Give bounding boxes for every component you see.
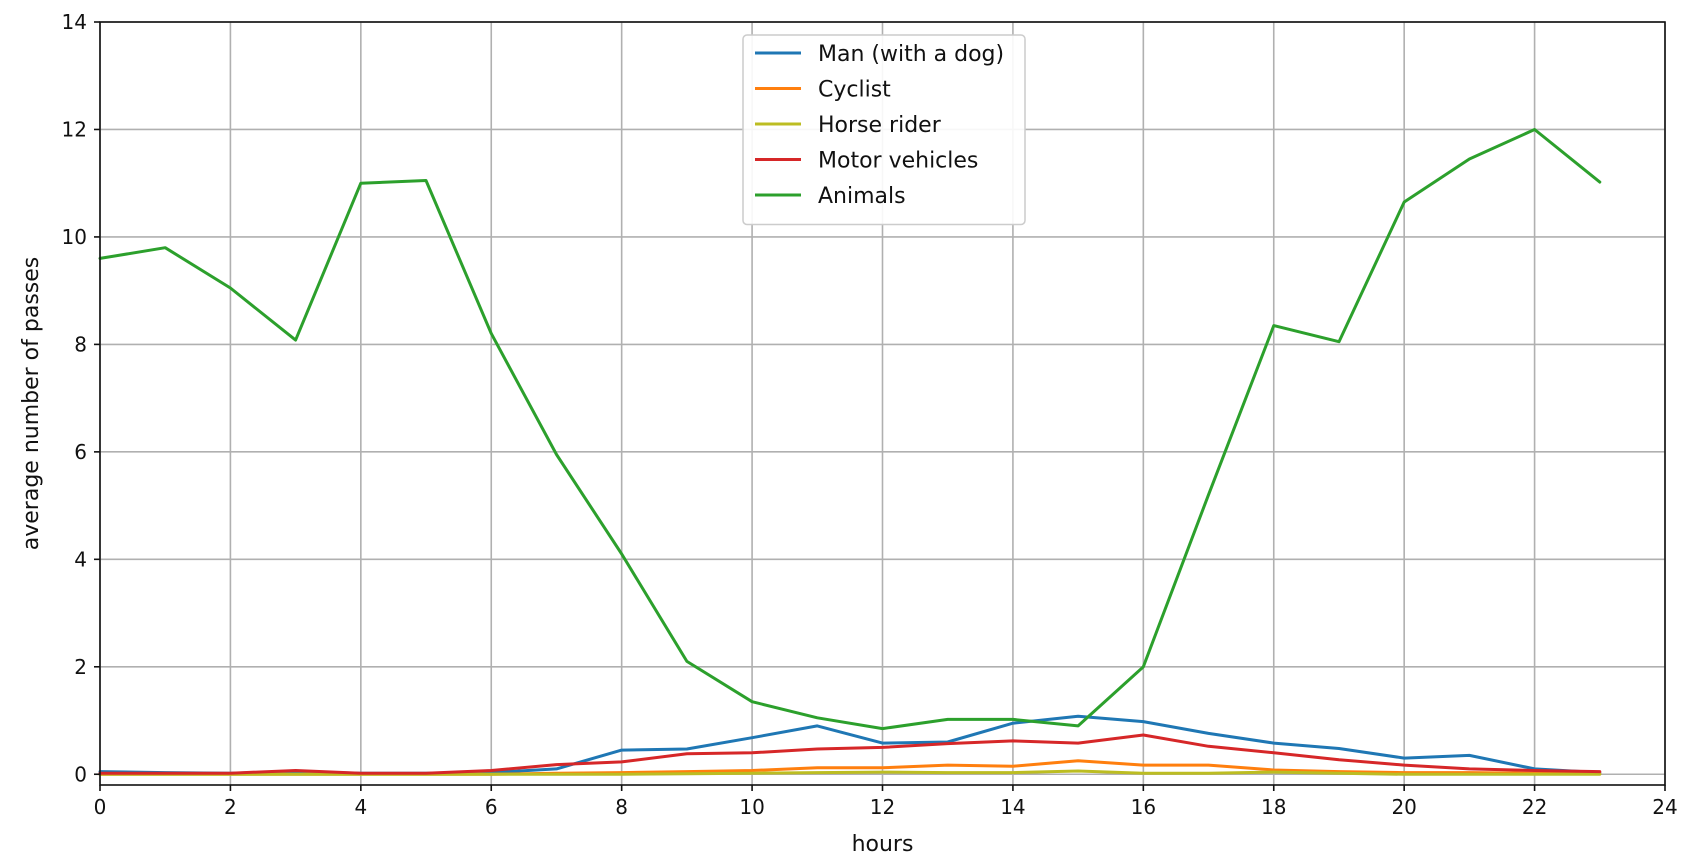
x-tick-label: 8 <box>615 795 628 819</box>
y-tick-label: 2 <box>74 655 87 679</box>
x-tick-label: 0 <box>94 795 107 819</box>
x-tick-label: 22 <box>1522 795 1547 819</box>
series-line-2 <box>98 769 1602 776</box>
y-tick-label: 0 <box>74 762 87 786</box>
series-line-3 <box>98 733 1602 775</box>
legend: Man (with a dog) Cyclist Horse rider Motor … <box>742 34 1026 226</box>
legend-label: Animals <box>818 184 906 209</box>
x-tick-label: 12 <box>870 795 895 819</box>
x-axis-label: hours <box>852 832 914 857</box>
y-axis-label: average number of passes <box>19 257 44 550</box>
legend-box <box>742 34 1026 226</box>
y-tick-label: 6 <box>74 440 87 464</box>
y-tick-label: 10 <box>62 225 87 249</box>
x-tick-label: 4 <box>354 795 367 819</box>
y-tick-label: 4 <box>74 547 87 571</box>
x-tick-label: 16 <box>1131 795 1156 819</box>
x-tick-label: 6 <box>485 795 498 819</box>
series-lines <box>98 128 1602 776</box>
legend-label: Horse rider <box>818 113 942 138</box>
x-tick-label: 20 <box>1391 795 1416 819</box>
y-tick-label: 12 <box>62 117 87 141</box>
x-tick-label: 14 <box>1000 795 1025 819</box>
y-tick-label: 8 <box>74 332 87 356</box>
legend-label: Man (with a dog) <box>818 42 1004 67</box>
legend-label: Motor vehicles <box>818 149 978 174</box>
series-line-4 <box>98 128 1602 731</box>
legend-label: Cyclist <box>818 78 891 103</box>
x-tick-label: 18 <box>1261 795 1286 819</box>
series-line-0 <box>98 714 1602 775</box>
x-tick-label: 24 <box>1652 795 1677 819</box>
y-tick-label: 14 <box>62 10 87 34</box>
x-tick-label: 2 <box>224 795 237 819</box>
x-tick-label: 10 <box>739 795 764 819</box>
